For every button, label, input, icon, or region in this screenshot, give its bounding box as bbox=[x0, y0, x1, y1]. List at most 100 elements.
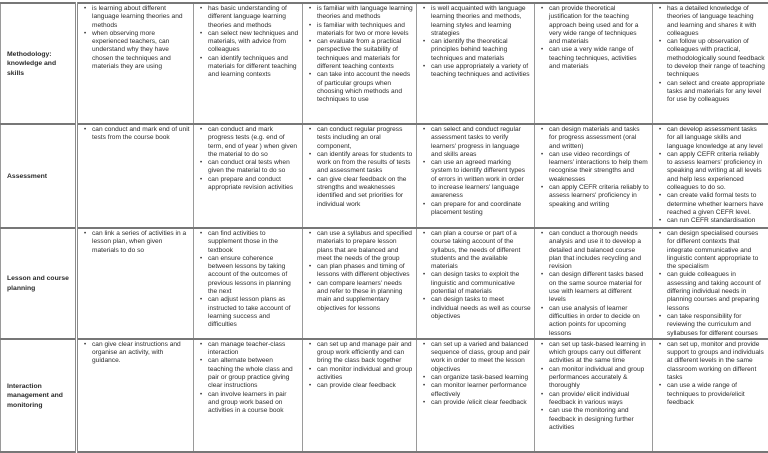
bullet-list: has a detailed knowledge of theories of … bbox=[656, 5, 765, 105]
bullet-item: can manage teacher-class interaction bbox=[208, 341, 299, 358]
bullet-list: can manage teacher-class interactioncan … bbox=[197, 341, 299, 416]
bullet-list: can use a syllabus and specified materia… bbox=[306, 230, 413, 313]
table-cell: can use a syllabus and specified materia… bbox=[303, 228, 417, 339]
bullet-list: can design specialised courses for diffe… bbox=[656, 230, 765, 338]
table-cell: can select and conduct regular assessmen… bbox=[417, 124, 535, 228]
bullet-item: can set up and manage pair and group wor… bbox=[317, 341, 413, 366]
bullet-item: can use a wide range of techniques to pr… bbox=[667, 382, 765, 407]
row-label: Assessment bbox=[1, 124, 77, 228]
bullet-item: can conduct oral tests when given the ma… bbox=[208, 159, 299, 176]
bullet-item: is familiar with techniques and material… bbox=[317, 22, 413, 39]
bullet-item: can alternate between teaching the whole… bbox=[208, 357, 299, 390]
bullet-item: can use an agreed marking system to iden… bbox=[431, 159, 531, 200]
bullet-item: can apply CEFR criteria reliably to asse… bbox=[549, 184, 649, 209]
bullet-item: can apply CEFR criteria reliably to asse… bbox=[667, 151, 765, 192]
bullet-item: is learning about different language lea… bbox=[92, 5, 190, 30]
table-cell: can develop assessment tasks for all lan… bbox=[653, 124, 768, 228]
bullet-list: can link a series of activities in a les… bbox=[81, 230, 190, 255]
bullet-item: can take into account the needs of parti… bbox=[317, 71, 413, 104]
bullet-list: can select and conduct regular assessmen… bbox=[420, 126, 531, 217]
bullet-item: can organize task-based learning bbox=[431, 374, 531, 382]
bullet-item: can select and conduct regular assessmen… bbox=[431, 126, 531, 159]
bullet-item: can link a series of activities in a les… bbox=[92, 230, 190, 255]
row-label: Interaction management and monitoring bbox=[1, 339, 77, 452]
bullet-list: is learning about different language lea… bbox=[81, 5, 190, 71]
bullet-item: can provide theoretical justification fo… bbox=[549, 5, 649, 46]
bullet-item: has basic understanding of different lan… bbox=[208, 5, 299, 30]
bullet-item: can use a very wide range of teaching te… bbox=[549, 46, 649, 71]
bullet-item: can conduct a thorough needs analysis an… bbox=[549, 230, 649, 271]
bullet-item: can use video recordings of learners' in… bbox=[549, 151, 649, 184]
row-label: Lesson and course planning bbox=[1, 228, 77, 339]
bullet-list: can provide theoretical justification fo… bbox=[538, 5, 649, 71]
table-cell: can give clear instructions and organise… bbox=[77, 339, 194, 452]
table-cell: can set up, monitor and provide support … bbox=[653, 339, 768, 452]
table-row: Methodology: knowledge and skillsis lear… bbox=[1, 3, 768, 124]
table-cell: can find activities to supplement those … bbox=[194, 228, 303, 339]
bullet-item: can identify techniques and materials fo… bbox=[208, 55, 299, 80]
bullet-item: can monitor individual and group activit… bbox=[317, 366, 413, 383]
bullet-item: can use a syllabus and specified materia… bbox=[317, 230, 413, 263]
table-row: Interaction management and monitoring can… bbox=[1, 339, 768, 452]
bullet-item: can use the monitoring and feedback in d… bbox=[549, 407, 649, 432]
table-row: Assessment can conduct and mark end of un… bbox=[1, 124, 768, 228]
table-cell: can conduct regular progress tests inclu… bbox=[303, 124, 417, 228]
table-cell: has a detailed knowledge of theories of … bbox=[653, 3, 768, 124]
table-cell: can manage teacher-class interactioncan … bbox=[194, 339, 303, 452]
bullet-list: is well acquainted with language learnin… bbox=[420, 5, 531, 80]
bullet-item: is familiar with language learning theor… bbox=[317, 5, 413, 22]
table-cell: can design materials and tasks for progr… bbox=[535, 124, 653, 228]
table-cell: is familiar with language learning theor… bbox=[303, 3, 417, 124]
bullet-item: can provide/ elicit individual feedback … bbox=[549, 391, 649, 408]
table-cell: can conduct and mark progress tests (e.g… bbox=[194, 124, 303, 228]
bullet-list: can design materials and tasks for progr… bbox=[538, 126, 649, 209]
bullet-item: can run CEFR standardisation bbox=[667, 217, 765, 225]
bullet-list: can conduct and mark progress tests (e.g… bbox=[197, 126, 299, 192]
bullet-item: can take responsibility for reviewing th… bbox=[667, 313, 765, 338]
table-cell: is well acquainted with language learnin… bbox=[417, 3, 535, 124]
bullet-item: can monitor individual and group perform… bbox=[549, 366, 649, 391]
bullet-item: can design materials and tasks for progr… bbox=[549, 126, 649, 151]
bullet-item: can design tasks to exploit the linguist… bbox=[431, 271, 531, 296]
bullet-list: can develop assessment tasks for all lan… bbox=[656, 126, 765, 226]
table-cell: can conduct and mark end of unit tests f… bbox=[77, 124, 194, 228]
bullet-item: can ensure coherence between lessons by … bbox=[208, 255, 299, 296]
bullet-list: can give clear instructions and organise… bbox=[81, 341, 190, 366]
bullet-list: can set up and manage pair and group wor… bbox=[306, 341, 413, 391]
bullet-item: can monitor learner performance effectiv… bbox=[431, 382, 531, 399]
bullet-item: can create valid formal tests to determi… bbox=[667, 192, 765, 217]
bullet-item: can conduct and mark end of unit tests f… bbox=[92, 126, 190, 143]
table-cell: can conduct a thorough needs analysis an… bbox=[535, 228, 653, 339]
bullet-item: can set up task-based learning in which … bbox=[549, 341, 649, 366]
bullet-item: can use appropriately a variety of teach… bbox=[431, 63, 531, 80]
bullet-item: can set up, monitor and provide support … bbox=[667, 341, 765, 382]
table-cell: can set up and manage pair and group wor… bbox=[303, 339, 417, 452]
bullet-item: can identify areas for students to work … bbox=[317, 151, 413, 176]
bullet-list: has basic understanding of different lan… bbox=[197, 5, 299, 80]
bullet-item: can develop assessment tasks for all lan… bbox=[667, 126, 765, 151]
table-cell: has basic understanding of different lan… bbox=[194, 3, 303, 124]
bullet-item: can prepare and conduct appropriate revi… bbox=[208, 176, 299, 193]
bullet-item: can use analysis of learner difficulties… bbox=[549, 305, 649, 338]
bullet-item: can select and create appropriate tasks … bbox=[667, 80, 765, 105]
bullet-item: when observing more experienced teachers… bbox=[92, 30, 190, 71]
table-cell: can plan a course or part of a course ta… bbox=[417, 228, 535, 339]
bullet-item: can set up a varied and balanced sequenc… bbox=[431, 341, 531, 374]
bullet-item: can conduct regular progress tests inclu… bbox=[317, 126, 413, 151]
table-row: Lesson and course planning can link a ser… bbox=[1, 228, 768, 339]
bullet-item: can adjust lesson plans as instructed to… bbox=[208, 296, 299, 329]
bullet-item: can design tasks to meet individual need… bbox=[431, 296, 531, 321]
table-cell: can set up task-based learning in which … bbox=[535, 339, 653, 452]
table-cell: can link a series of activities in a les… bbox=[77, 228, 194, 339]
bullet-item: can provide clear feedback bbox=[317, 382, 413, 390]
bullet-list: can conduct regular progress tests inclu… bbox=[306, 126, 413, 209]
bullet-item: can plan a course or part of a course ta… bbox=[431, 230, 531, 271]
bullet-list: can conduct a thorough needs analysis an… bbox=[538, 230, 649, 338]
bullet-item: can conduct and mark progress tests (e.g… bbox=[208, 126, 299, 159]
bullet-list: is familiar with language learning theor… bbox=[306, 5, 413, 105]
bullet-item: can give clear instructions and organise… bbox=[92, 341, 190, 366]
table-cell: can set up a varied and balanced sequenc… bbox=[417, 339, 535, 452]
bullet-list: can set up task-based learning in which … bbox=[538, 341, 649, 432]
bullet-list: can find activities to supplement those … bbox=[197, 230, 299, 330]
bullet-item: can prepare for and coordinate placement… bbox=[431, 201, 531, 218]
